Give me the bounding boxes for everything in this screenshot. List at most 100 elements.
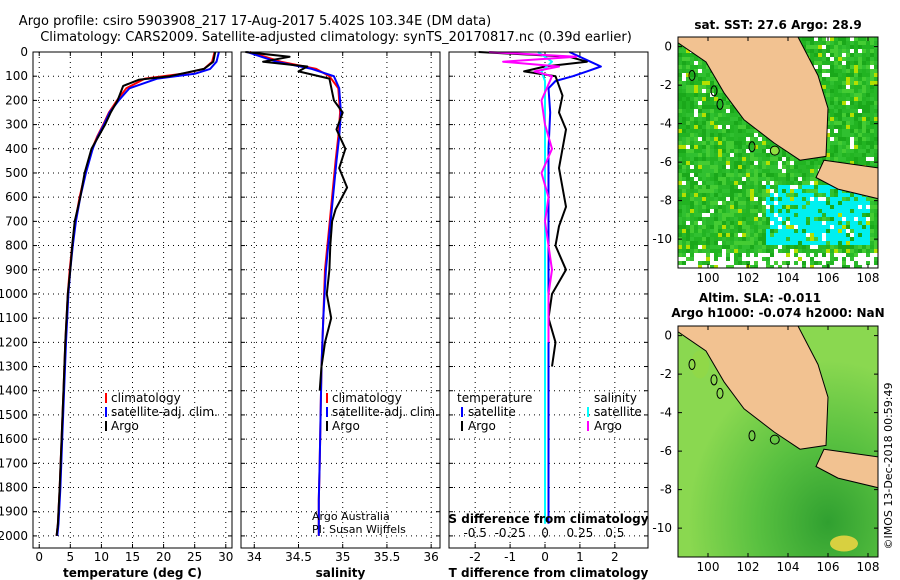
sst-cell	[794, 257, 798, 261]
sst-cell	[794, 217, 798, 221]
sst-cell	[734, 253, 738, 257]
sst-cell	[726, 205, 730, 209]
sst-cell	[838, 85, 842, 89]
sst-cell	[770, 265, 774, 268]
sst-cell	[682, 97, 686, 101]
sst-cell	[778, 185, 782, 189]
sst-cell	[866, 77, 870, 81]
sst-cell	[770, 225, 774, 229]
sst-cell	[718, 225, 722, 229]
sst-cell	[834, 49, 838, 53]
sst-cell	[710, 213, 714, 217]
sst-cell	[862, 149, 866, 153]
sst-cell	[678, 229, 682, 233]
sst-cell	[782, 185, 786, 189]
sst-cell	[742, 265, 746, 268]
sst-cell	[730, 213, 734, 217]
sst-cell	[678, 101, 682, 105]
sst-cell	[834, 69, 838, 73]
sst-cell	[866, 97, 870, 101]
sst-cell	[874, 213, 878, 217]
sst-cell	[678, 89, 682, 93]
sst-cell	[834, 53, 838, 57]
sst-cell	[762, 265, 766, 268]
sst-cell	[750, 161, 754, 165]
sst-cell	[822, 37, 826, 41]
sst-cell	[714, 193, 718, 197]
sst-cell	[862, 53, 866, 57]
sst-cell	[818, 197, 822, 201]
sst-cell	[802, 185, 806, 189]
sst-cell	[730, 237, 734, 241]
sst-cell	[786, 221, 790, 225]
sst-cell	[714, 105, 718, 109]
sst-cell	[722, 97, 726, 101]
sst-cell	[822, 221, 826, 225]
sst-cell	[758, 265, 762, 268]
sst-map-x-tick-label: 104	[777, 271, 800, 285]
sst-cell	[738, 153, 742, 157]
sst-cell	[850, 105, 854, 109]
sumatra-land	[678, 37, 829, 161]
sst-cell	[718, 161, 722, 165]
sst-cell	[678, 145, 682, 149]
sst-cell	[738, 173, 742, 177]
sst-cell	[706, 177, 710, 181]
sst-cell	[686, 89, 690, 93]
sst-cell	[822, 69, 826, 73]
sst-cell	[870, 105, 874, 109]
sst-cell	[746, 233, 750, 237]
sst-cell	[874, 129, 878, 133]
y-tick-label: 100	[5, 69, 28, 83]
sst-cell	[866, 229, 870, 233]
sst-cell	[778, 169, 782, 173]
sst-cell	[778, 153, 782, 157]
sst-cell	[726, 157, 730, 161]
sst-cell	[814, 181, 818, 185]
sst-cell	[766, 141, 770, 145]
sst-cell	[730, 153, 734, 157]
y-tick-label: 2000	[0, 529, 28, 543]
sst-cell	[686, 105, 690, 109]
sst-cell	[710, 245, 714, 249]
sst-cell	[870, 129, 874, 133]
sst-cell	[686, 137, 690, 141]
sst-cell	[686, 161, 690, 165]
sst-cell	[706, 217, 710, 221]
sst-cell	[858, 253, 862, 257]
sst-cell	[762, 241, 766, 245]
sst-cell	[842, 205, 846, 209]
sst-cell	[698, 121, 702, 125]
sst-cell	[874, 97, 878, 101]
sst-cell	[838, 261, 842, 265]
sst-cell	[858, 153, 862, 157]
sst-cell	[830, 57, 834, 61]
salinity-x-tick-label: 35	[335, 550, 350, 564]
sst-cell	[826, 249, 830, 253]
sst-cell	[758, 221, 762, 225]
sst-cell	[830, 73, 834, 77]
sst-cell	[806, 245, 810, 249]
sst-cell	[678, 261, 682, 265]
sst-cell	[822, 65, 826, 69]
sst-cell	[814, 45, 818, 49]
sla-high-patch	[830, 535, 858, 552]
sst-cell	[750, 133, 754, 137]
sst-cell	[854, 125, 858, 129]
sst-cell	[694, 225, 698, 229]
sst-cell	[714, 137, 718, 141]
sst-cell	[678, 165, 682, 169]
sst-cell	[794, 185, 798, 189]
sst-cell	[722, 241, 726, 245]
sst-cell	[766, 169, 770, 173]
sst-cell	[750, 221, 754, 225]
sst-cell	[710, 125, 714, 129]
sst-cell	[826, 49, 830, 53]
sst-cell	[774, 237, 778, 241]
sla-map-title-line2: Argo h1000: -0.074 h2000: NaN	[671, 306, 884, 320]
sst-cell	[682, 165, 686, 169]
sst-cell	[698, 97, 702, 101]
sst-cell	[870, 45, 874, 49]
sst-cell	[758, 177, 762, 181]
sst-cell	[834, 97, 838, 101]
